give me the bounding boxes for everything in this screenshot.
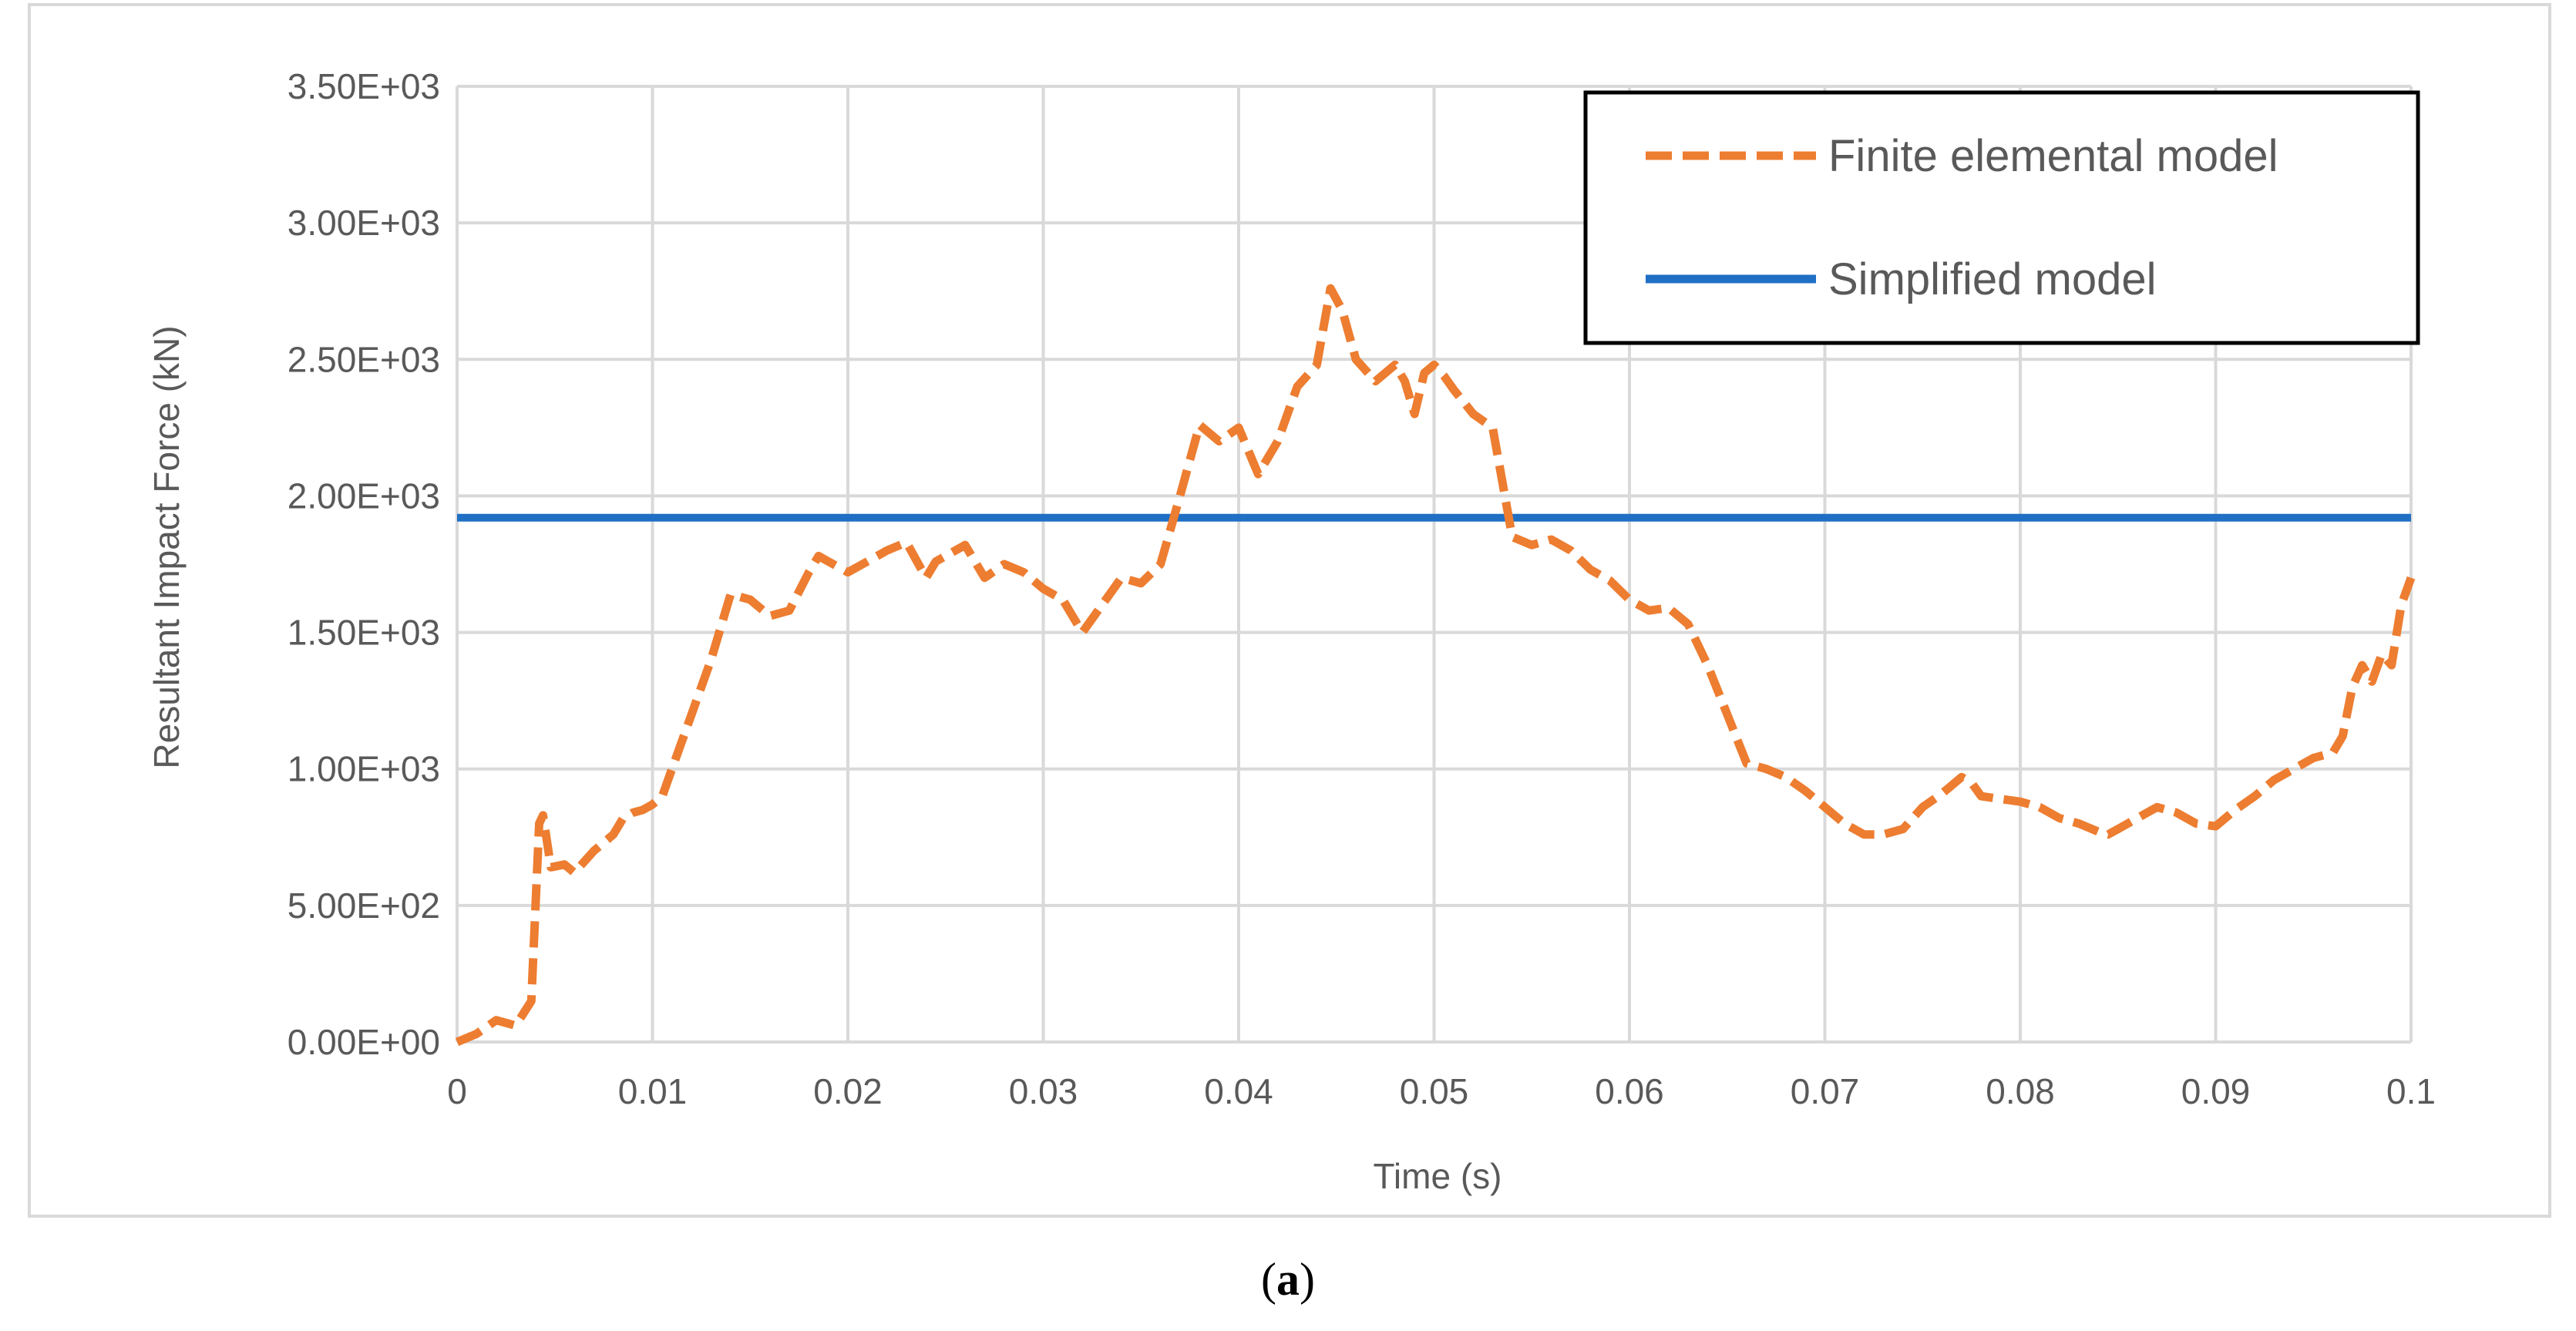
x-axis-tick-labels: 0 0.01 0.02 0.03 0.04 0.05 0.06 0.07 0.08 0.09 0.1: [447, 1071, 2436, 1111]
x-tick-label: 0.01: [618, 1071, 688, 1111]
x-tick-label: 0.05: [1400, 1071, 1469, 1111]
legend-box: [1583, 90, 2420, 345]
caption-close-paren: ): [1300, 1254, 1315, 1305]
y-tick-label: 2.00E+03: [288, 476, 440, 516]
y-tick-label: 1.00E+03: [288, 749, 440, 789]
series-layer: [455, 284, 2416, 1047]
series-line-finite-elemental-model: [455, 284, 2416, 1047]
y-tick-label: 2.50E+03: [288, 339, 440, 379]
y-tick-label: 3.50E+03: [288, 66, 440, 106]
y-axis-title: Resultant Impact Force (kN): [146, 325, 187, 768]
y-tick-label: 3.00E+03: [288, 203, 440, 243]
x-tick-label: 0.04: [1204, 1071, 1273, 1111]
x-tick-label: 0.08: [1986, 1071, 2055, 1111]
x-tick-label: 0.06: [1595, 1071, 1664, 1111]
x-tick-label: 0: [447, 1071, 467, 1111]
caption-letter: a: [1276, 1254, 1300, 1305]
y-tick-label: 0.00E+00: [288, 1022, 440, 1062]
legend: Finite elemental model Simplified model: [1583, 90, 2420, 345]
x-tick-label: 0.09: [2181, 1071, 2251, 1111]
caption-open-paren: (: [1261, 1254, 1276, 1305]
x-tick-label: 0.03: [1009, 1071, 1078, 1111]
y-tick-label: 5.00E+02: [288, 886, 440, 926]
y-axis-tick-labels: 0.00E+00 5.00E+02 1.00E+03 1.50E+03 2.00E+03…: [288, 66, 440, 1062]
x-tick-label: 0.1: [2386, 1071, 2436, 1111]
y-tick-label: 1.50E+03: [288, 613, 440, 653]
legend-label-simplified-model: Simplified model: [1828, 254, 2157, 304]
figure-caption: (a): [1261, 1254, 1315, 1305]
x-tick-label: 0.02: [813, 1071, 883, 1111]
x-axis-title: Time (s): [1374, 1156, 1502, 1196]
legend-label-finite-elemental-model: Finite elemental model: [1828, 131, 2278, 181]
x-tick-label: 0.07: [1791, 1071, 1860, 1111]
